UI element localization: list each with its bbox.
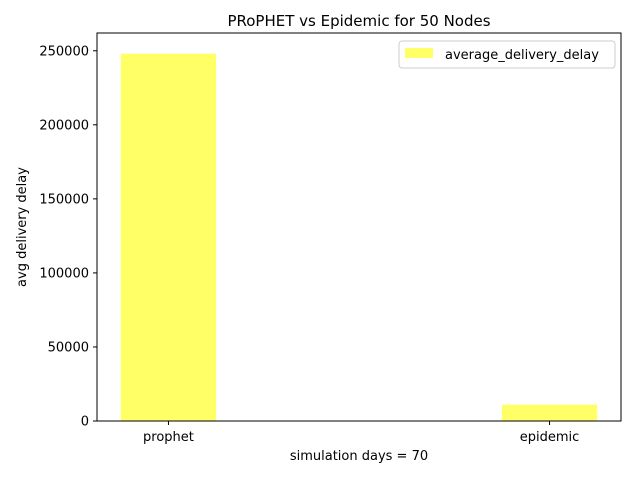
x-axis: prophet epidemic (143, 421, 579, 445)
plot-frame (96, 32, 622, 422)
y-axis-title: avg delivery delay (15, 167, 30, 287)
y-tick-label: 200000 (39, 118, 89, 133)
bars (120, 53, 598, 422)
y-tick-label: 250000 (39, 44, 89, 59)
x-tick-label-epidemic: epidemic (520, 430, 580, 445)
y-tick-label: 100000 (39, 266, 89, 281)
x-tick-label-prophet: prophet (143, 430, 194, 445)
bar-epidemic (501, 404, 598, 421)
legend-box (398, 40, 616, 69)
y-tick-label: 150000 (39, 192, 89, 207)
chart-title: PRoPHET vs Epidemic for 50 Nodes (227, 12, 490, 30)
y-tick-label: 50000 (48, 340, 89, 355)
legend: average_delivery_delay (398, 40, 616, 69)
x-axis-title: simulation days = 70 (290, 449, 428, 464)
y-tick-label: 0 (81, 415, 89, 430)
legend-swatch (405, 48, 433, 58)
legend-label: average_delivery_delay (445, 48, 599, 63)
bar-prophet (120, 53, 217, 422)
y-axis: 0 50000 100000 150000 200000 250000 (39, 44, 97, 430)
